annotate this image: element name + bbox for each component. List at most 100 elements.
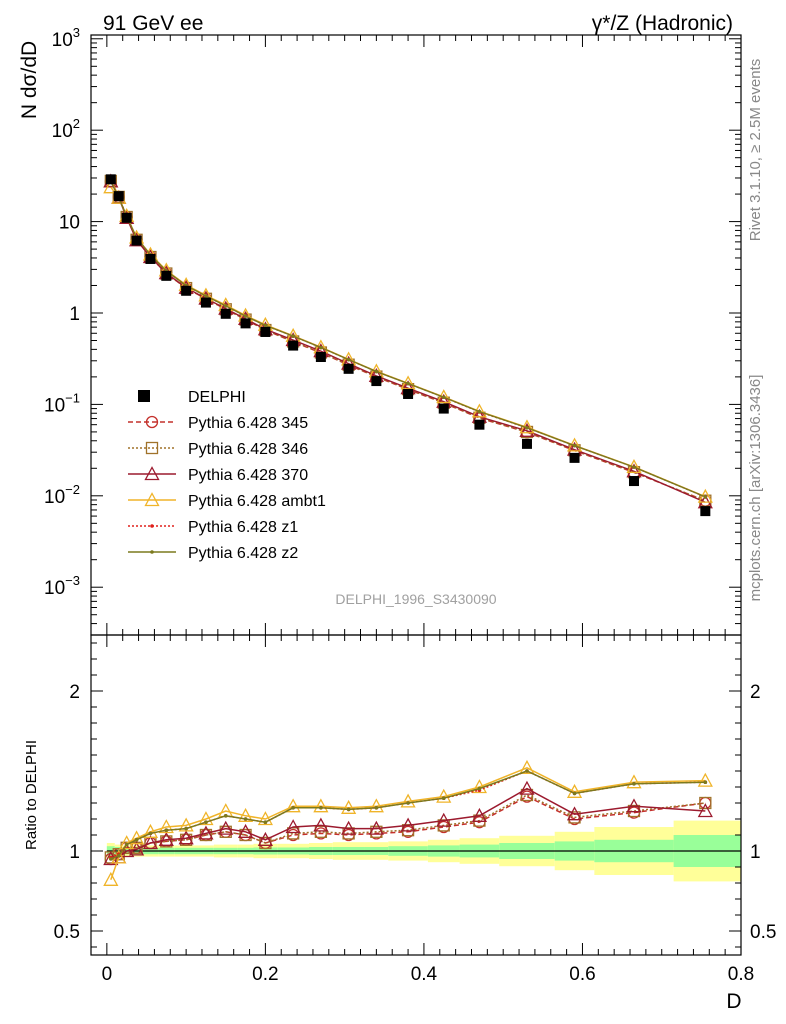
x-tick-label: 0.4 [411, 964, 438, 985]
ratio-series-point [158, 831, 174, 846]
ratio-series-point [223, 814, 228, 818]
ratio-series-line [110, 794, 706, 859]
ratio-series-line [110, 770, 706, 860]
ratio-series-point [124, 842, 129, 847]
ratio-series-point [519, 780, 535, 795]
data-point [113, 191, 124, 202]
ratio-series-point [632, 782, 636, 786]
data-point [145, 253, 156, 264]
ratio-series-point [178, 817, 194, 832]
series-point [441, 395, 446, 400]
y-tick-label-exponent: −3 [65, 573, 80, 588]
data-points [105, 174, 711, 517]
ratio-series-point [471, 807, 488, 822]
ratio-series-point [441, 796, 446, 800]
ratio-y-ticks [91, 642, 741, 948]
x-ticks [106, 35, 742, 955]
ratio-series-point [148, 831, 153, 836]
ratio-series-point [341, 799, 357, 814]
ratio-series-point [346, 807, 351, 812]
legend-marker-data [138, 390, 150, 402]
ratio-y-tick-label-right: 0.5 [750, 922, 776, 943]
series-point [519, 422, 535, 437]
ratio-series-point [626, 798, 642, 813]
data-point [105, 174, 116, 185]
ratio-series-point [319, 806, 323, 810]
ratio-series-point [368, 820, 384, 835]
data-point [343, 363, 354, 374]
y-tick-label-exponent: 2 [73, 116, 80, 131]
ratio-series-point [116, 854, 121, 858]
y-tick-label-exponent: 3 [73, 25, 80, 40]
ratio-series-point [237, 807, 254, 822]
legend-label: Pythia 6.428 370 [188, 467, 308, 484]
series-point [243, 314, 248, 318]
ratio-series-line [110, 766, 706, 881]
ratio-y-tick-label-left: 2 [69, 682, 80, 703]
ratio-series-point [218, 820, 234, 835]
data-point [131, 235, 142, 246]
x-tick-label: 0 [102, 964, 113, 985]
series-point [204, 294, 208, 298]
y-tick-label: 102 [52, 116, 80, 142]
legend: DELPHI Pythia 6.428 345 Pythia 6.428 346 Py… [128, 389, 326, 562]
ratio-y-tick-label-left: 1 [69, 842, 80, 863]
ratio-series-point [471, 779, 488, 794]
data-point [521, 438, 532, 449]
y-tick-label-base: 10 [52, 30, 73, 51]
series-point [572, 443, 577, 448]
ratio-series-point [204, 820, 208, 824]
legend-marker [144, 466, 160, 481]
ratio-y-tick-label-right: 1 [750, 842, 761, 863]
series-line [110, 181, 706, 503]
ratio-series-point [109, 857, 113, 861]
legend-marker [150, 550, 154, 554]
legend-label: Pythia 6.428 346 [188, 441, 308, 458]
y-tick-label-base: 1 [69, 304, 80, 325]
data-point [403, 388, 414, 399]
ratio-series-point [519, 759, 535, 774]
data-point [438, 403, 449, 414]
legend-label-data: DELPHI [188, 389, 246, 406]
data-point [200, 297, 211, 308]
ratio-series-5 [109, 769, 708, 861]
ratio-series-point [164, 828, 169, 832]
ratio-series-point [477, 786, 482, 791]
ratio-series-point [697, 803, 713, 818]
ratio-series-point [178, 830, 194, 845]
data-point [161, 270, 172, 281]
ratio-series-point [572, 791, 577, 796]
ratio-series-point [525, 769, 529, 773]
x-tick-label: 0.6 [569, 964, 595, 985]
y-tick-label-base: 10 [52, 121, 73, 142]
ratio-series-point [257, 831, 273, 846]
ratio-series-point [158, 819, 174, 834]
series-point [525, 425, 529, 430]
series-point [374, 369, 379, 374]
legend-label: Pythia 6.428 ambt1 [188, 493, 326, 510]
data-point [181, 285, 192, 296]
ratio-series-line [110, 787, 706, 860]
ratio-series-point [291, 806, 295, 810]
data-point [700, 506, 711, 517]
data-point [371, 376, 382, 387]
ratio-series-point [285, 819, 301, 834]
y-tick-label: 10 [59, 213, 80, 234]
ratio-series-point [313, 817, 329, 832]
data-point [121, 212, 132, 223]
ratio-series-point [566, 806, 583, 821]
y-tick-label-exponent: −2 [65, 482, 80, 497]
ratio-series-point [198, 811, 214, 826]
y-tick-label: 10−3 [44, 573, 80, 599]
series-point [703, 495, 708, 499]
ratio-series-point [134, 838, 139, 842]
series-point [346, 357, 351, 362]
ratio-series-point [142, 823, 159, 838]
ratio-series-point [119, 843, 135, 858]
legend-label: Pythia 6.428 345 [188, 415, 308, 432]
series-point [319, 345, 323, 350]
data-point [288, 340, 299, 351]
legend-marker [145, 415, 159, 429]
ratio-series-point [237, 823, 254, 838]
